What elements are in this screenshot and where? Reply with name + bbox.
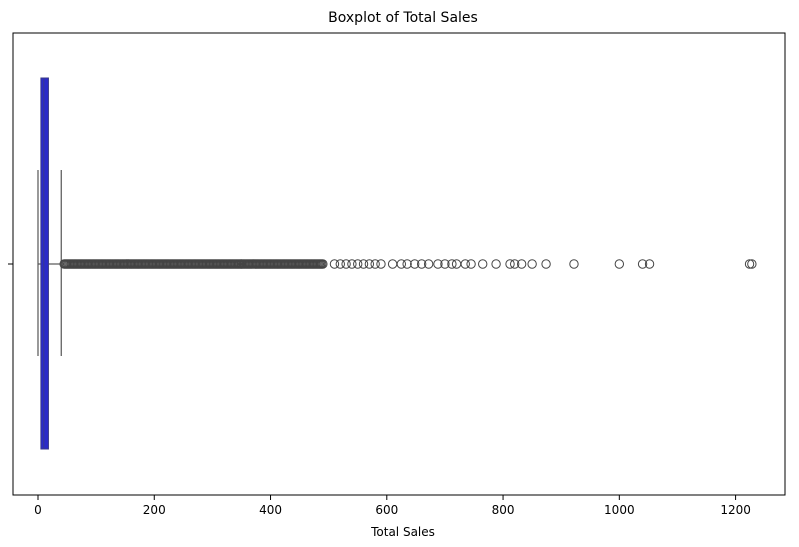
- outlier-point: [478, 259, 488, 269]
- outlier-point: [747, 259, 757, 269]
- outlier-point: [509, 259, 520, 269]
- x-tick-label: 0: [34, 503, 42, 517]
- x-tick-label: 600: [375, 503, 398, 517]
- outlier-point: [460, 259, 470, 269]
- outlier-point: [335, 259, 345, 269]
- outlier-point: [447, 259, 457, 269]
- x-tick-label: 400: [259, 503, 282, 517]
- outlier-point: [744, 259, 755, 269]
- outlier-point: [637, 259, 648, 269]
- chart-title: Boxplot of Total Sales: [328, 10, 478, 26]
- outlier-point: [644, 259, 655, 269]
- outlier-point: [370, 259, 380, 269]
- outlier-point: [416, 259, 427, 269]
- outlier-point: [423, 259, 434, 269]
- x-axis-label: Total Sales: [370, 525, 435, 539]
- outlier-point: [376, 259, 386, 269]
- x-tick-label: 200: [143, 503, 166, 517]
- outlier-point: [329, 259, 340, 269]
- outlier-point: [569, 259, 579, 269]
- outlier-point: [347, 259, 357, 269]
- outlier-point: [541, 259, 551, 269]
- outlier-point: [358, 259, 369, 269]
- outlier-point: [402, 259, 412, 269]
- x-tick-label: 1200: [720, 503, 751, 517]
- outlier-point: [466, 259, 476, 269]
- chart-marks: [37, 77, 757, 450]
- outlier-point: [353, 259, 363, 269]
- outlier-point: [491, 259, 501, 269]
- outlier-point: [440, 259, 450, 269]
- outlier-point: [396, 259, 407, 269]
- outlier-point: [527, 259, 537, 269]
- x-tick-label: 800: [492, 503, 515, 517]
- outlier-point: [433, 259, 443, 269]
- outlier-point: [341, 259, 351, 269]
- x-tick-label: 1000: [604, 503, 635, 517]
- outlier-point: [516, 259, 527, 269]
- outlier-point: [318, 259, 328, 269]
- outlier-point: [505, 259, 515, 269]
- outlier-point: [614, 259, 625, 269]
- iqr-box: [40, 77, 49, 450]
- outlier-point: [409, 259, 420, 269]
- outlier-point: [364, 259, 375, 269]
